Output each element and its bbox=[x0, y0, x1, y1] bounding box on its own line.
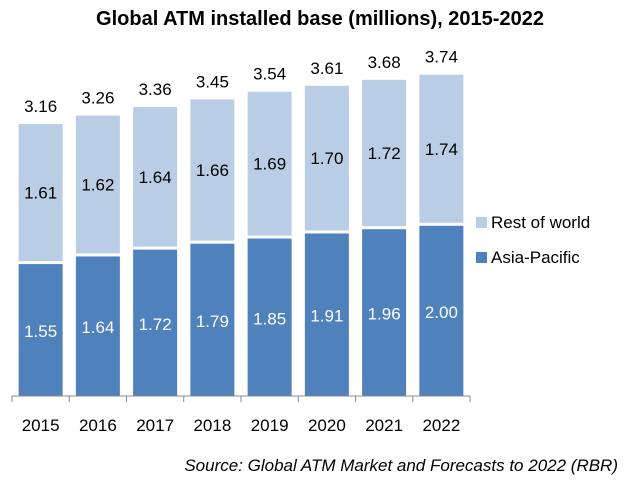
bar-rest-of-world-2015 bbox=[18, 124, 63, 262]
total-label-2022: 3.74 bbox=[425, 48, 458, 67]
data-label-rest-of-world-2018: 1.66 bbox=[196, 161, 229, 180]
data-label-asia-pacific-2016: 1.64 bbox=[81, 318, 114, 337]
bar-asia-pacific-2020 bbox=[304, 233, 349, 396]
data-label-rest-of-world-2019: 1.69 bbox=[253, 155, 286, 174]
bar-asia-pacific-2016 bbox=[75, 256, 120, 396]
data-label-rest-of-world-2021: 1.72 bbox=[368, 144, 401, 163]
x-tick-label-2017: 2017 bbox=[136, 416, 174, 435]
bar-asia-pacific-2022 bbox=[419, 225, 464, 396]
data-label-asia-pacific-2017: 1.72 bbox=[139, 315, 172, 334]
data-label-asia-pacific-2018: 1.79 bbox=[196, 312, 229, 331]
total-label-2020: 3.61 bbox=[310, 59, 343, 78]
x-tick-label-2020: 2020 bbox=[308, 416, 346, 435]
legend-label-asia-pacific: Asia-Pacific bbox=[491, 248, 580, 267]
x-tick-label-2015: 2015 bbox=[22, 416, 60, 435]
data-label-asia-pacific-2015: 1.55 bbox=[24, 322, 57, 341]
data-label-asia-pacific-2021: 1.96 bbox=[368, 305, 401, 324]
legend-swatch-rest-of-world bbox=[476, 217, 487, 228]
bar-rest-of-world-2016 bbox=[75, 115, 120, 254]
x-tick-label-2021: 2021 bbox=[365, 416, 403, 435]
data-label-asia-pacific-2019: 1.85 bbox=[253, 309, 286, 328]
x-tick-label-2018: 2018 bbox=[193, 416, 231, 435]
bar-rest-of-world-2021 bbox=[362, 79, 407, 227]
x-tick-label-2016: 2016 bbox=[79, 416, 117, 435]
chart-title: Global ATM installed base (millions), 20… bbox=[96, 8, 544, 30]
bar-rest-of-world-2017 bbox=[133, 107, 178, 247]
total-label-2017: 3.36 bbox=[139, 80, 172, 99]
legend-swatch-asia-pacific bbox=[476, 252, 487, 263]
bar-asia-pacific-2015 bbox=[18, 264, 63, 396]
x-tick-label-2019: 2019 bbox=[251, 416, 289, 435]
x-tick-label-2022: 2022 bbox=[422, 416, 460, 435]
total-label-2015: 3.16 bbox=[24, 97, 57, 116]
data-label-rest-of-world-2015: 1.61 bbox=[24, 184, 57, 203]
total-label-2021: 3.68 bbox=[368, 53, 401, 72]
source-note: Source: Global ATM Market and Forecasts … bbox=[184, 456, 618, 475]
bar-asia-pacific-2018 bbox=[190, 243, 235, 396]
bar-rest-of-world-2020 bbox=[304, 85, 349, 231]
data-label-rest-of-world-2020: 1.70 bbox=[310, 149, 343, 168]
data-label-asia-pacific-2022: 2.00 bbox=[425, 303, 458, 322]
bar-asia-pacific-2021 bbox=[362, 229, 407, 396]
data-label-rest-of-world-2016: 1.62 bbox=[81, 176, 114, 195]
legend-label-rest-of-world: Rest of world bbox=[491, 213, 590, 232]
total-label-2016: 3.26 bbox=[81, 89, 114, 108]
data-label-asia-pacific-2020: 1.91 bbox=[310, 307, 343, 326]
total-label-2019: 3.54 bbox=[253, 65, 286, 84]
total-label-2018: 3.45 bbox=[196, 72, 229, 91]
bar-rest-of-world-2019 bbox=[247, 91, 292, 236]
bar-rest-of-world-2022 bbox=[419, 74, 464, 223]
bar-rest-of-world-2018 bbox=[190, 99, 235, 241]
data-label-rest-of-world-2022: 1.74 bbox=[425, 140, 458, 159]
data-label-rest-of-world-2017: 1.64 bbox=[139, 168, 172, 187]
bar-asia-pacific-2019 bbox=[247, 238, 292, 396]
bar-asia-pacific-2017 bbox=[133, 249, 178, 396]
